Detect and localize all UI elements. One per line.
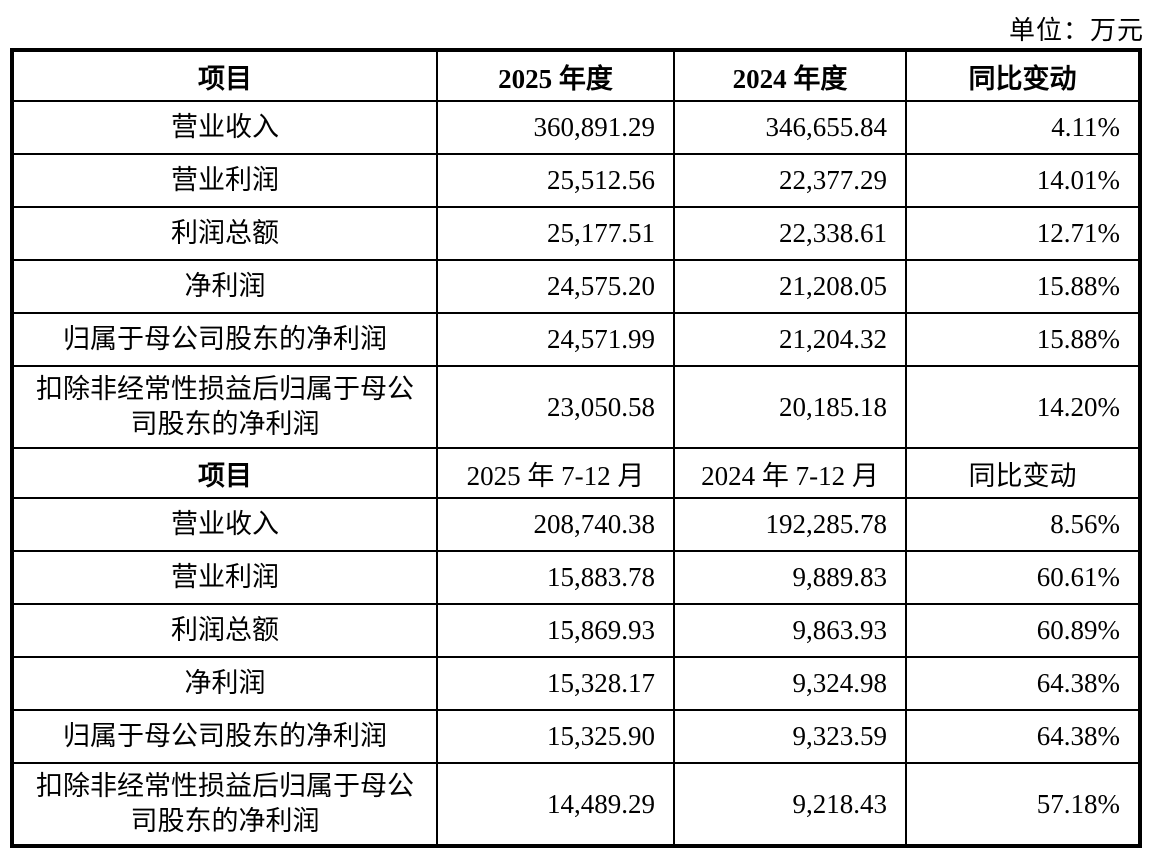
- yoy-change: 60.61%: [905, 550, 1141, 606]
- value-2025: 24,571.99: [436, 312, 675, 367]
- yoy-change: 57.18%: [905, 762, 1141, 848]
- value-2025: 25,512.56: [436, 153, 675, 208]
- row-label: 扣除非经常性损益后归属于母公司股东的净利润: [11, 364, 438, 450]
- column-header-yoy: 同比变动: [905, 49, 1141, 102]
- row-label: 营业收入: [11, 100, 438, 155]
- value-2024-h2: 9,324.98: [673, 656, 907, 712]
- table-header-row-half-year: 项目 2025 年 7-12 月 2024 年 7-12 月 同比变动: [11, 447, 1141, 500]
- value-2025-h2: 208,740.38: [436, 497, 675, 553]
- value-2025-h2: 14,489.29: [436, 762, 675, 848]
- value-2025-h2: 15,869.93: [436, 603, 675, 659]
- value-2025-h2: 15,328.17: [436, 656, 675, 712]
- row-label: 营业利润: [11, 153, 438, 208]
- yoy-change: 12.71%: [905, 206, 1141, 261]
- value-2024-h2: 9,889.83: [673, 550, 907, 606]
- row-label: 归属于母公司股东的净利润: [11, 709, 438, 765]
- table-row: 归属于母公司股东的净利润 15,325.90 9,323.59 64.38%: [11, 709, 1141, 765]
- value-2024: 21,208.05: [673, 259, 907, 314]
- column-header-item: 项目: [11, 447, 438, 500]
- yoy-change: 15.88%: [905, 259, 1141, 314]
- table-row: 营业收入 360,891.29 346,655.84 4.11%: [11, 100, 1141, 155]
- value-2024: 21,204.32: [673, 312, 907, 367]
- yoy-change: 64.38%: [905, 656, 1141, 712]
- table-row: 扣除非经常性损益后归属于母公司股东的净利润 23,050.58 20,185.1…: [11, 364, 1141, 450]
- row-label: 营业收入: [11, 497, 438, 553]
- column-header-2025: 2025 年度: [436, 49, 675, 102]
- table-header-row-annual: 项目 2025 年度 2024 年度 同比变动: [11, 49, 1141, 102]
- table-row: 营业利润 25,512.56 22,377.29 14.01%: [11, 153, 1141, 208]
- row-label: 扣除非经常性损益后归属于母公司股东的净利润: [11, 762, 438, 848]
- row-label: 利润总额: [11, 603, 438, 659]
- table-row: 扣除非经常性损益后归属于母公司股东的净利润 14,489.29 9,218.43…: [11, 762, 1141, 848]
- table-row: 净利润 15,328.17 9,324.98 64.38%: [11, 656, 1141, 712]
- table-row: 营业收入 208,740.38 192,285.78 8.56%: [11, 497, 1141, 553]
- value-2024-h2: 9,218.43: [673, 762, 907, 848]
- value-2024-h2: 192,285.78: [673, 497, 907, 553]
- value-2025: 25,177.51: [436, 206, 675, 261]
- column-header-yoy: 同比变动: [905, 447, 1141, 500]
- row-label: 净利润: [11, 656, 438, 712]
- yoy-change: 4.11%: [905, 100, 1141, 155]
- table-row: 净利润 24,575.20 21,208.05 15.88%: [11, 259, 1141, 314]
- value-2024: 346,655.84: [673, 100, 907, 155]
- table-row: 利润总额 25,177.51 22,338.61 12.71%: [11, 206, 1141, 261]
- unit-label: 单位：万元: [1008, 16, 1144, 45]
- yoy-change: 64.38%: [905, 709, 1141, 765]
- column-header-2024: 2024 年度: [673, 49, 907, 102]
- value-2024: 22,377.29: [673, 153, 907, 208]
- row-label: 归属于母公司股东的净利润: [11, 312, 438, 367]
- value-2025-h2: 15,883.78: [436, 550, 675, 606]
- row-label: 净利润: [11, 259, 438, 314]
- table-row: 归属于母公司股东的净利润 24,571.99 21,204.32 15.88%: [11, 312, 1141, 367]
- column-header-item: 项目: [11, 49, 438, 102]
- table-row: 营业利润 15,883.78 9,889.83 60.61%: [11, 550, 1141, 606]
- yoy-change: 14.01%: [905, 153, 1141, 208]
- value-2025: 24,575.20: [436, 259, 675, 314]
- value-2024: 22,338.61: [673, 206, 907, 261]
- value-2024-h2: 9,863.93: [673, 603, 907, 659]
- value-2025: 23,050.58: [436, 364, 675, 450]
- yoy-change: 14.20%: [905, 364, 1141, 450]
- value-2025-h2: 15,325.90: [436, 709, 675, 765]
- financial-summary-table: 项目 2025 年度 2024 年度 同比变动 营业收入 360,891.29 …: [10, 48, 1142, 849]
- column-header-2025-h2: 2025 年 7-12 月: [436, 447, 675, 500]
- yoy-change: 15.88%: [905, 312, 1141, 367]
- value-2025: 360,891.29: [436, 100, 675, 155]
- table-row: 利润总额 15,869.93 9,863.93 60.89%: [11, 603, 1141, 659]
- column-header-2024-h2: 2024 年 7-12 月: [673, 447, 907, 500]
- row-label: 营业利润: [11, 550, 438, 606]
- value-2024-h2: 9,323.59: [673, 709, 907, 765]
- yoy-change: 60.89%: [905, 603, 1141, 659]
- row-label: 利润总额: [11, 206, 438, 261]
- yoy-change: 8.56%: [905, 497, 1141, 553]
- value-2024: 20,185.18: [673, 364, 907, 450]
